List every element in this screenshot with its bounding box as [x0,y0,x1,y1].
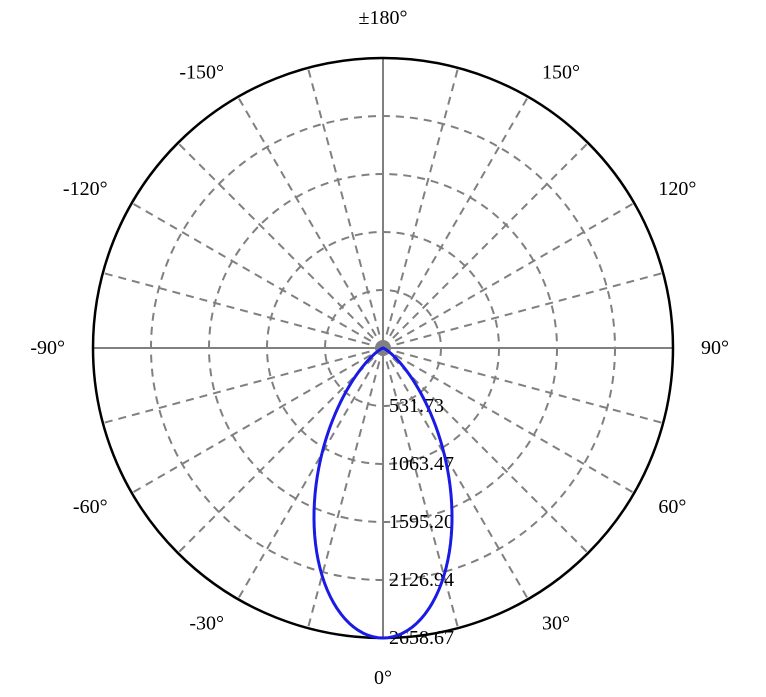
angle-tick-label: -120° [63,178,108,200]
grid-spoke [132,348,383,493]
polar-chart: 531.731063.471595.202126.942658.67±180°1… [0,0,766,697]
angle-tick-label: -60° [73,496,108,518]
grid-spoke [178,143,383,348]
grid-spoke [132,203,383,348]
angle-tick-label: 0° [374,667,392,689]
radial-tick-label: 531.73 [389,395,444,417]
angle-tick-label: 150° [542,62,580,84]
grid-spoke [308,68,383,348]
grid-spoke [383,143,588,348]
angle-tick-label: -30° [189,612,224,634]
angle-tick-label: 30° [542,612,570,634]
grid-spoke [383,273,663,348]
angle-tick-label: ±180° [359,7,408,29]
grid-spoke [103,348,383,423]
polar-svg: 531.731063.471595.202126.942658.67±180°1… [0,0,766,697]
radial-tick-label: 2658.67 [389,627,454,649]
grid-spoke [383,68,458,348]
angle-tick-label: -150° [179,62,224,84]
grid-spoke [238,97,383,348]
grid-spoke [383,203,634,348]
radial-tick-label: 1595.20 [389,511,454,533]
angle-tick-label: 60° [658,496,686,518]
grid-spoke [238,348,383,599]
grid-spoke [383,97,528,348]
angle-tick-label: -90° [30,337,65,359]
grid-spoke [103,273,383,348]
angle-tick-label: 90° [701,337,729,359]
angle-tick-label: 120° [658,178,696,200]
